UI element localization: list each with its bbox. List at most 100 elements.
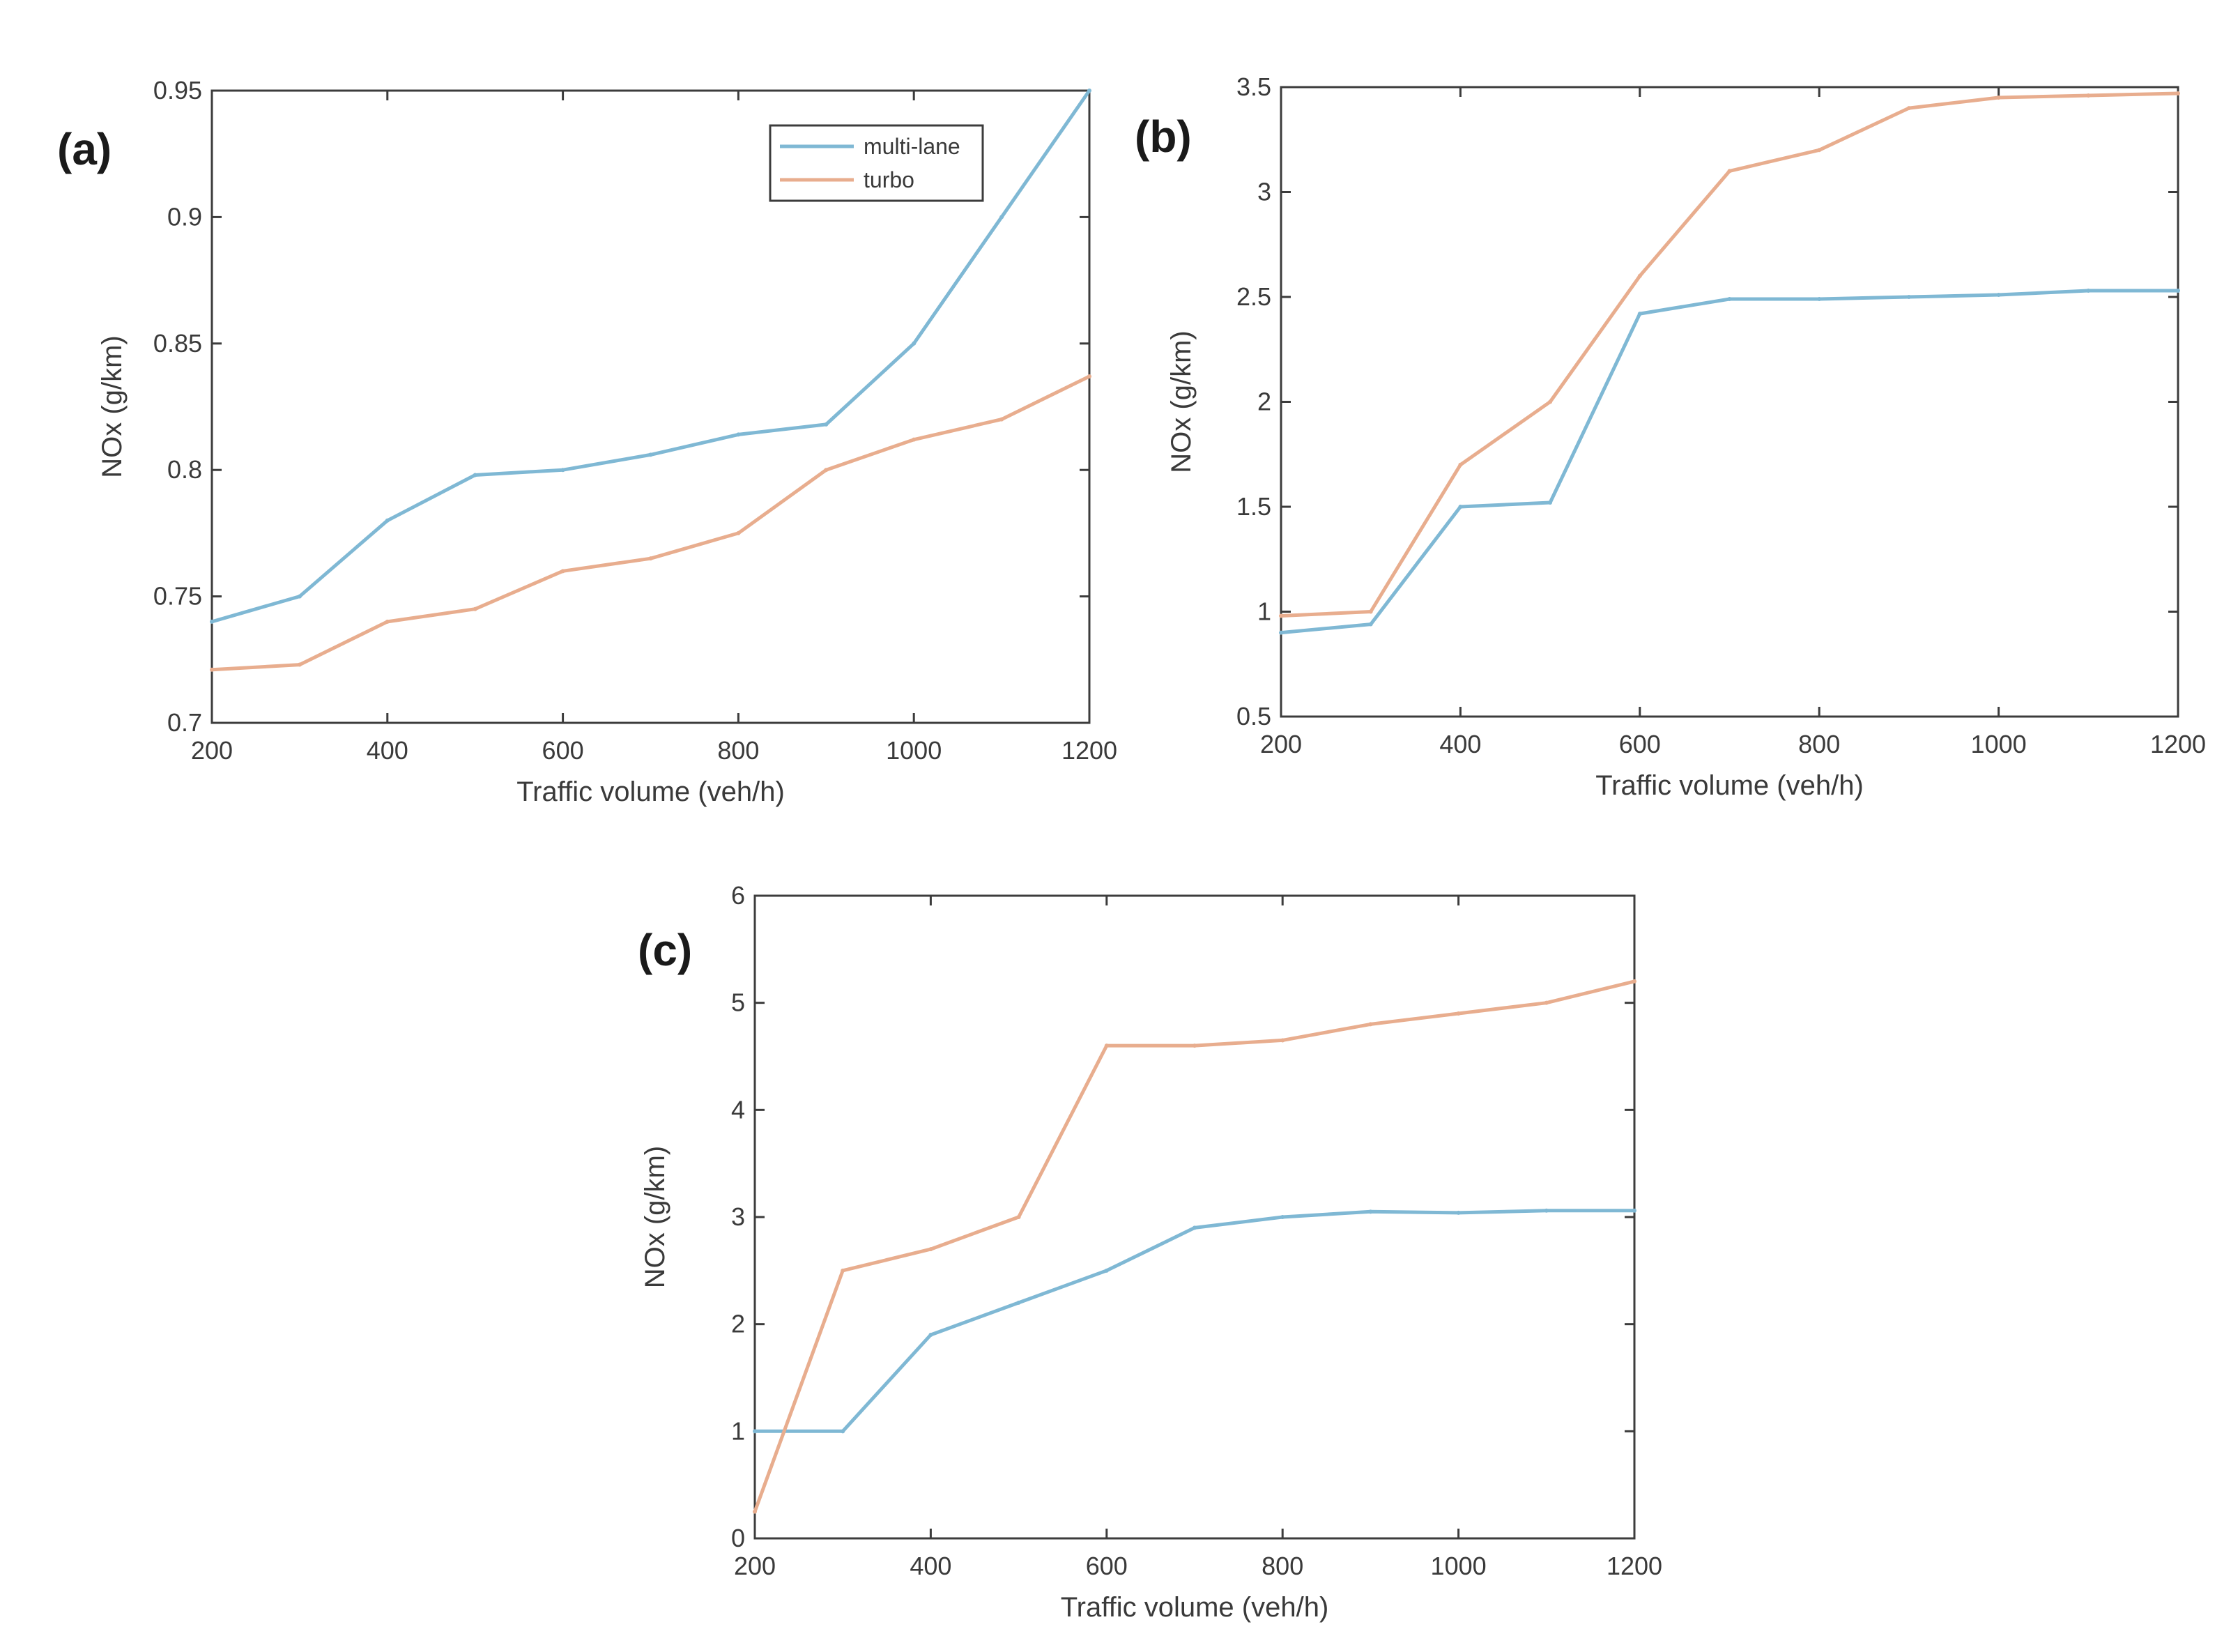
panel-c: 200 400 600 800 1000 1200 0 1 2 3 4 5 6 Traffic volum… [638,881,1662,1623]
data-point-turbo [1104,1043,1109,1048]
y-tick-label: 2 [731,1310,745,1338]
x-axis-label: Traffic volume (veh/h) [516,777,785,807]
x-axis-label: Traffic volume (veh/h) [1595,770,1864,801]
x-tick-label: 1000 [1431,1552,1487,1580]
plot-area [753,894,1636,1540]
panel-label: (a) [57,124,112,174]
y-tick-label: 2.5 [1236,282,1271,311]
data-point-turbo [928,1247,933,1252]
data-point-turbo [385,619,390,624]
data-point-multi-lane [1817,297,1822,302]
data-point-multi-lane [912,341,917,346]
data-point-multi-lane [1906,295,1911,299]
data-point-turbo [1548,399,1553,404]
x-tick-label: 200 [191,736,233,765]
legend: multi-lane turbo [769,124,984,202]
data-point-turbo [1368,1022,1373,1027]
y-tick-label: 0 [731,1524,745,1552]
data-point-multi-lane [473,473,477,477]
y-tick-label: 0.85 [153,329,202,358]
y-tick-label: 0.5 [1236,702,1271,731]
panel-label: (b) [1135,112,1192,162]
y-axis-label: NOx (g/km) [1166,330,1197,473]
data-point-multi-lane [1548,500,1553,505]
data-point-turbo [473,606,477,611]
data-point-multi-lane [385,518,390,523]
y-tick-label: 3 [1257,178,1271,206]
data-point-turbo [824,468,829,473]
y-tick-label: 6 [731,881,745,910]
data-point-multi-lane [999,215,1004,220]
data-point-turbo [912,437,917,442]
data-point-turbo [210,667,214,672]
legend-entry-multi-lane: multi-lane [864,134,960,159]
y-axis-label: NOx (g/km) [97,335,128,477]
data-point-multi-lane [824,422,829,427]
data-point-turbo [1368,609,1373,614]
x-tick-label: 800 [717,736,759,765]
y-tick-label: 0.7 [167,708,202,737]
x-tick-label: 1000 [1971,730,2027,758]
x-tick-label: 600 [542,736,584,765]
data-point-turbo [1996,95,2001,100]
data-point-multi-lane [210,619,214,624]
data-point-turbo [1632,979,1636,984]
data-point-turbo [1193,1043,1197,1048]
data-point-turbo [648,556,653,561]
data-point-turbo [2086,93,2091,98]
data-point-multi-lane [1996,292,2001,297]
data-point-turbo [841,1268,845,1273]
y-tick-label: 3.5 [1236,72,1271,101]
data-point-turbo [2176,91,2180,96]
data-point-turbo [1544,1000,1549,1005]
data-point-turbo [1016,1215,1021,1219]
panel-a: 200 400 600 800 1000 1200 0.7 0.75 0.8 0.85 0.9 0.9… [57,76,1117,807]
data-point-multi-lane [2086,288,2091,293]
data-point-turbo [297,662,302,667]
data-point-turbo [1906,106,1911,111]
x-tick-label: 200 [734,1552,776,1580]
data-point-multi-lane [648,452,653,457]
data-point-multi-lane [297,594,302,599]
data-point-turbo [1279,613,1283,618]
y-tick-label: 0.75 [153,582,202,611]
data-point-turbo [1458,462,1463,467]
x-tick-label: 400 [1439,730,1481,758]
data-point-multi-lane [1727,297,1732,302]
y-tick-label: 3 [731,1202,745,1231]
x-tick-label: 1000 [886,736,942,765]
y-tick-label: 1 [1257,597,1271,626]
panel-label: (c) [638,925,692,975]
y-tick-label: 0.95 [153,76,202,105]
panel-b: 200 400 600 800 1000 1200 0.5 1 1.5 2 2.5 3 3.5 Traff… [1135,72,2206,801]
data-point-multi-lane [1637,312,1642,316]
x-tick-label: 400 [367,736,408,765]
x-tick-label: 600 [1619,730,1661,758]
data-point-multi-lane [1087,89,1091,93]
data-point-multi-lane [1280,1215,1285,1219]
data-point-turbo [1727,169,1732,174]
y-tick-label: 1 [731,1416,745,1445]
x-tick-label: 800 [1798,730,1840,758]
y-axis-label: NOx (g/km) [640,1146,670,1288]
data-point-turbo [1637,273,1642,278]
data-point-turbo [1087,374,1091,378]
x-tick-label: 400 [910,1552,951,1580]
plot-area [1280,86,2179,718]
data-point-turbo [753,1509,757,1514]
data-point-multi-lane [1632,1208,1636,1213]
data-point-multi-lane [1104,1268,1109,1273]
data-point-turbo [1817,148,1822,153]
data-point-multi-lane [753,1429,757,1434]
data-point-turbo [736,530,741,535]
y-tick-label: 2 [1257,388,1271,416]
x-axis-label: Traffic volume (veh/h) [1061,1592,1329,1623]
data-point-turbo [1280,1038,1285,1043]
data-point-multi-lane [736,432,741,437]
y-tick-label: 0.9 [167,202,202,231]
data-point-multi-lane [1456,1210,1461,1215]
legend-entry-turbo: turbo [864,167,914,192]
x-tick-label: 800 [1262,1552,1303,1580]
data-point-turbo [560,569,565,574]
